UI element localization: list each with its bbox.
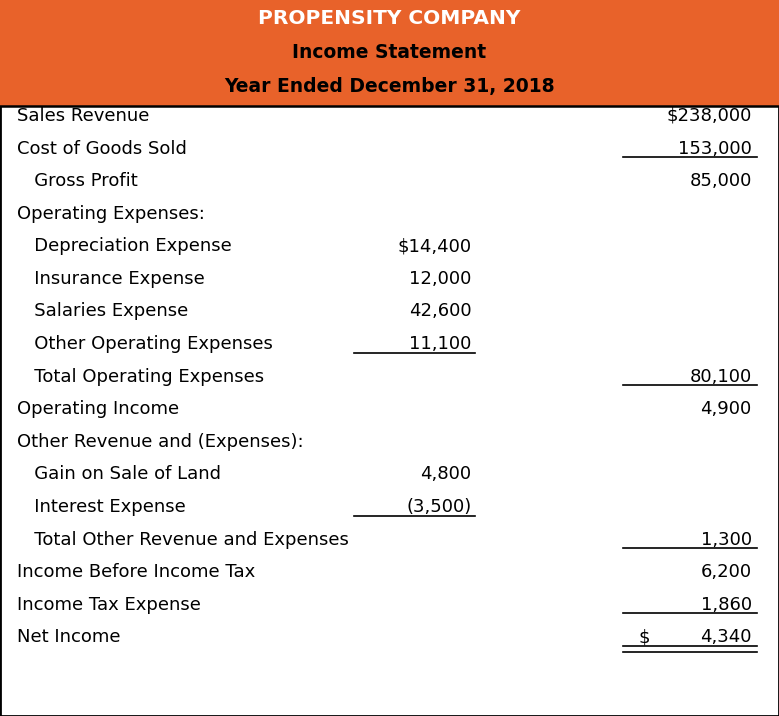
Text: Year Ended December 31, 2018: Year Ended December 31, 2018 bbox=[224, 77, 555, 97]
Text: Cost of Goods Sold: Cost of Goods Sold bbox=[17, 140, 187, 158]
Text: 12,000: 12,000 bbox=[409, 270, 471, 288]
Text: Gross Profit: Gross Profit bbox=[17, 172, 138, 190]
Text: Depreciation Expense: Depreciation Expense bbox=[17, 237, 232, 256]
Text: Net Income: Net Income bbox=[17, 628, 121, 647]
Text: Sales Revenue: Sales Revenue bbox=[17, 107, 150, 125]
Text: 1,860: 1,860 bbox=[700, 596, 752, 614]
Text: Gain on Sale of Land: Gain on Sale of Land bbox=[17, 465, 221, 483]
Text: 11,100: 11,100 bbox=[409, 335, 471, 353]
Text: Interest Expense: Interest Expense bbox=[17, 498, 186, 516]
Text: Operating Income: Operating Income bbox=[17, 400, 179, 418]
Text: Income Before Income Tax: Income Before Income Tax bbox=[17, 563, 256, 581]
Text: Operating Expenses:: Operating Expenses: bbox=[17, 205, 205, 223]
Text: Salaries Expense: Salaries Expense bbox=[17, 302, 189, 321]
Text: 4,340: 4,340 bbox=[700, 628, 752, 647]
Text: 1,300: 1,300 bbox=[700, 531, 752, 548]
Text: Total Operating Expenses: Total Operating Expenses bbox=[17, 367, 264, 386]
Text: Income Statement: Income Statement bbox=[292, 44, 487, 62]
Text: Insurance Expense: Insurance Expense bbox=[17, 270, 205, 288]
Text: 80,100: 80,100 bbox=[689, 367, 752, 386]
Text: Total Other Revenue and Expenses: Total Other Revenue and Expenses bbox=[17, 531, 349, 548]
Text: PROPENSITY COMPANY: PROPENSITY COMPANY bbox=[259, 9, 520, 27]
Text: 153,000: 153,000 bbox=[678, 140, 752, 158]
Text: $14,400: $14,400 bbox=[397, 237, 471, 256]
Text: Income Tax Expense: Income Tax Expense bbox=[17, 596, 201, 614]
Text: 4,800: 4,800 bbox=[420, 465, 471, 483]
Text: $238,000: $238,000 bbox=[666, 107, 752, 125]
Text: Other Revenue and (Expenses):: Other Revenue and (Expenses): bbox=[17, 432, 304, 451]
Text: (3,500): (3,500) bbox=[406, 498, 471, 516]
Text: 42,600: 42,600 bbox=[409, 302, 471, 321]
Text: Other Operating Expenses: Other Operating Expenses bbox=[17, 335, 273, 353]
Text: 4,900: 4,900 bbox=[700, 400, 752, 418]
Text: 6,200: 6,200 bbox=[700, 563, 752, 581]
Text: 85,000: 85,000 bbox=[689, 172, 752, 190]
FancyBboxPatch shape bbox=[0, 0, 779, 106]
Text: $: $ bbox=[639, 628, 650, 647]
